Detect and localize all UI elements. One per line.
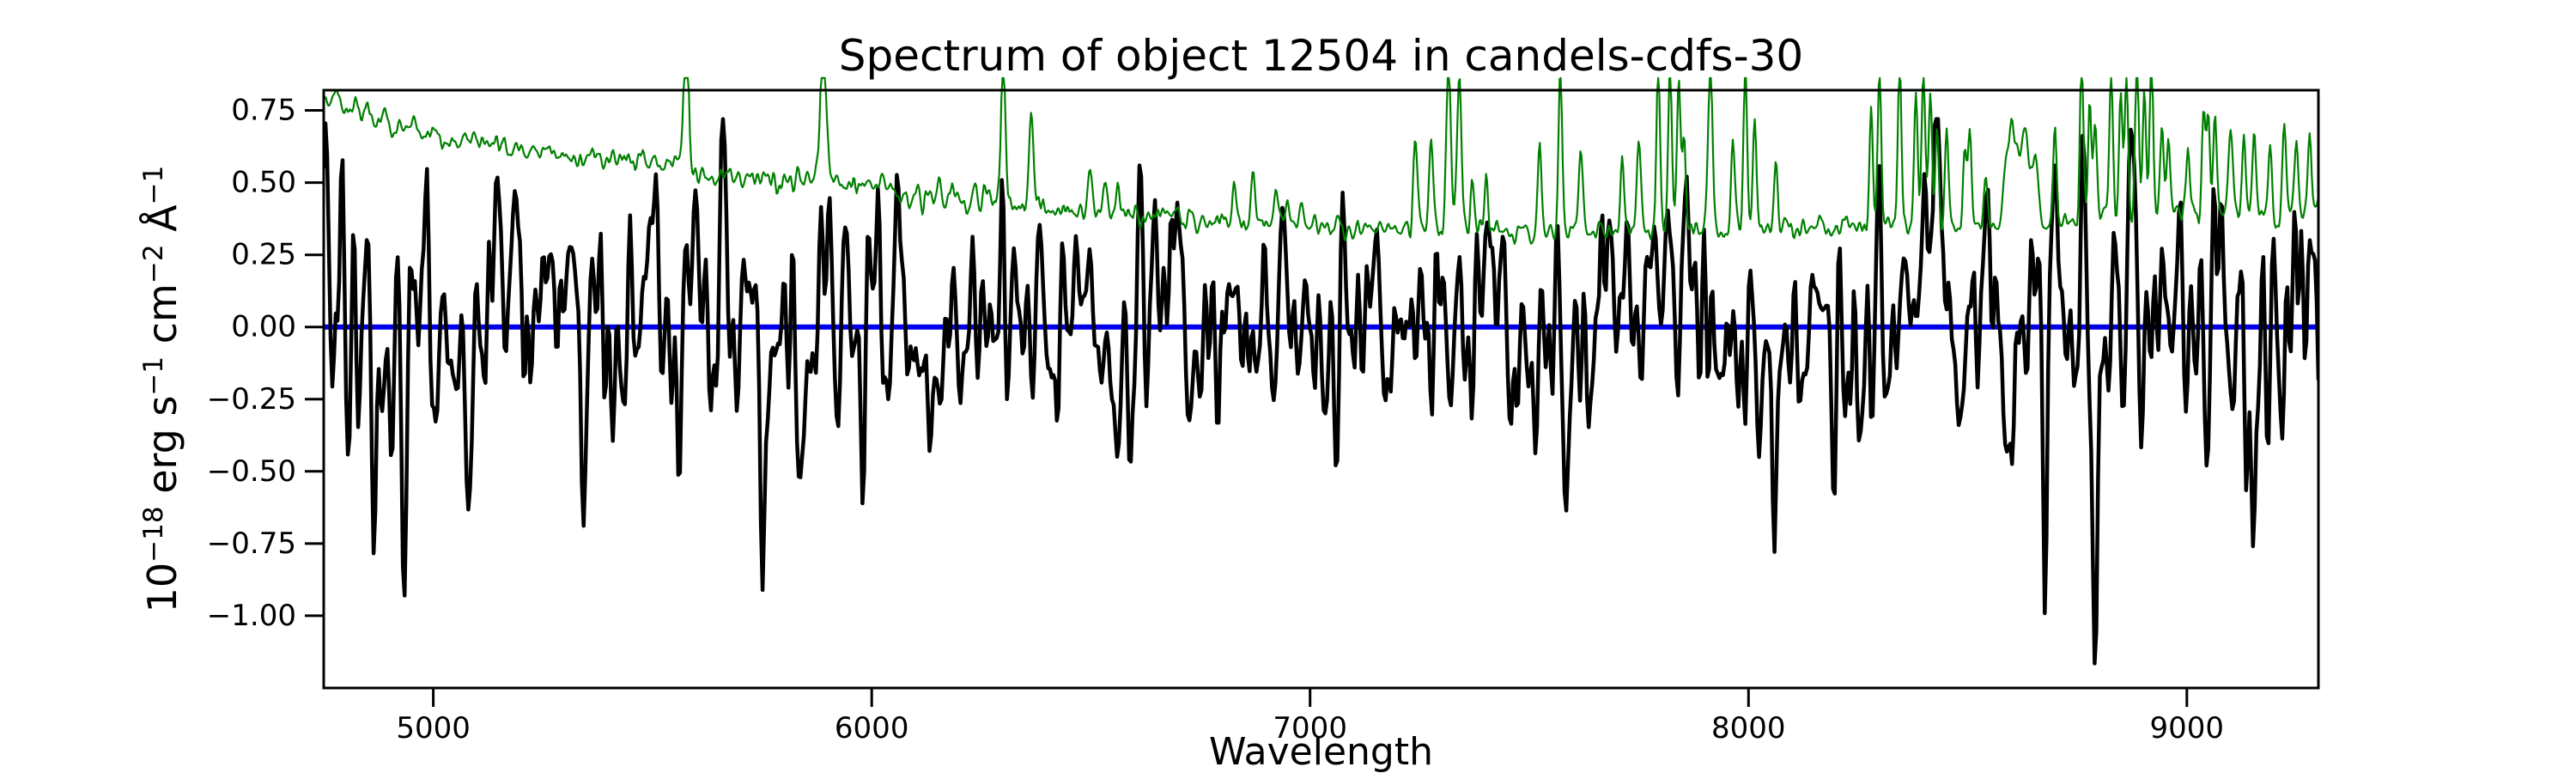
x-tick-label: 8000 xyxy=(1711,711,1786,746)
x-tick-label: 6000 xyxy=(835,711,909,746)
ylabel-text: 10 xyxy=(139,563,185,613)
sky-spectrum-trace xyxy=(324,76,2318,245)
y-axis-ticks: 0.75 0.50 0.25 0.00 −0.25 −0.50 −0.75 −1.00 xyxy=(207,94,324,633)
x-axis-label: Wavelength xyxy=(1209,730,1433,773)
x-axis-ticks: 5000 6000 7000 8000 9000 xyxy=(396,688,2224,746)
y-tick-label: −1.00 xyxy=(207,599,296,633)
ylabel-text: Å xyxy=(139,204,185,245)
object-flux-trace xyxy=(324,117,2318,666)
ylabel-superscript: −18 xyxy=(138,506,169,562)
x-tick-label: 7000 xyxy=(1273,711,1347,746)
ylabel-superscript: −2 xyxy=(138,244,169,283)
ylabel-superscript: −1 xyxy=(138,166,169,205)
y-tick-label: 0.50 xyxy=(231,166,296,200)
y-tick-label: −0.50 xyxy=(207,454,296,489)
axes-spines xyxy=(322,88,2320,690)
ylabel-superscript: −1 xyxy=(138,356,169,396)
y-tick-label: 0.00 xyxy=(231,310,296,344)
y-tick-label: −0.25 xyxy=(207,382,296,417)
plot-title: Spectrum of object 12504 in candels-cdfs… xyxy=(839,31,1804,81)
y-tick-label: −0.75 xyxy=(207,526,296,561)
y-tick-label: 0.75 xyxy=(231,94,296,128)
x-tick-label: 9000 xyxy=(2150,711,2225,746)
ylabel-text: cm xyxy=(139,283,185,356)
x-tick-label: 5000 xyxy=(396,711,471,746)
y-tick-label: 0.25 xyxy=(231,238,296,272)
y-axis-label: 10−18 erg s−1 cm−2 Å−1 xyxy=(138,166,185,613)
ylabel-text: erg s xyxy=(139,396,185,507)
